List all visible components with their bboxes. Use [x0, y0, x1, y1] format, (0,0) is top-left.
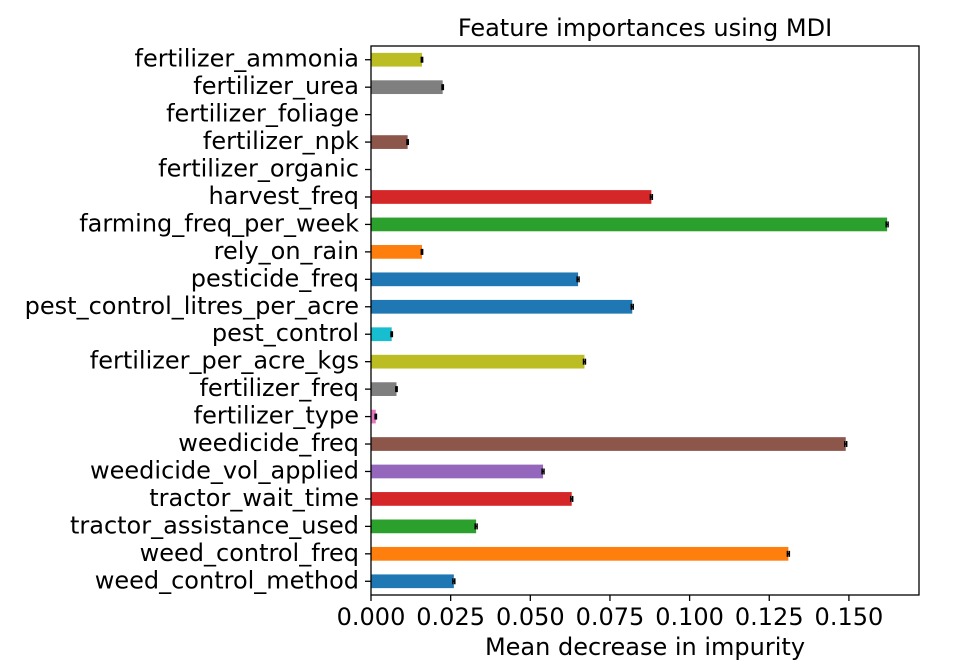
y-tick-label: harvest_freq — [209, 182, 359, 210]
chart-title: Feature importances using MDI — [458, 14, 832, 42]
bar-tractor_wait_time — [371, 492, 572, 506]
bar-weedicide_vol_applied — [371, 464, 544, 479]
y-tick-label: rely_on_rain — [214, 237, 359, 265]
y-tick-label: farming_freq_per_week — [79, 209, 359, 237]
y-tick-label: weed_control_freq — [140, 539, 359, 567]
bar-harvest_freq — [371, 190, 652, 204]
bar-pest_control — [371, 327, 392, 342]
bar-weedicide_freq — [371, 437, 846, 451]
bar-fertilizer_urea — [371, 80, 443, 95]
y-tick-label: fertilizer_urea — [193, 72, 359, 100]
x-tick-label: 0.150 — [815, 603, 884, 631]
bar-tractor_assistance_used — [371, 519, 477, 534]
y-tick-label: pest_control_litres_per_acre — [25, 292, 359, 320]
x-tick-label: 0.100 — [655, 603, 724, 631]
y-tick-label: fertilizer_npk — [203, 127, 359, 155]
bar-fertilizer_npk — [371, 135, 408, 149]
x-tick-label: 0.125 — [735, 603, 804, 631]
y-tick-label: weedicide_vol_applied — [90, 456, 359, 484]
x-axis-title: Mean decrease in impurity — [485, 633, 805, 661]
bar-rely_on_rain — [371, 245, 422, 259]
y-tick-label: pest_control — [212, 319, 359, 347]
y-tick-label: fertilizer_freq — [199, 374, 359, 402]
bar-pesticide_freq — [371, 272, 579, 287]
y-tick-label: fertilizer_type — [194, 402, 359, 430]
y-tick-label: fertilizer_organic — [158, 155, 359, 183]
bar-weed_control_method — [371, 574, 454, 589]
y-axis-ticks: weed_control_methodweed_control_freqtrac… — [25, 45, 371, 594]
y-tick-label: weed_control_method — [95, 566, 359, 594]
y-tick-label: weedicide_freq — [178, 429, 359, 457]
bar-farming_freq_per_week — [371, 217, 888, 232]
bar-fertilizer_ammonia — [371, 52, 422, 67]
x-tick-label: 0.000 — [337, 603, 406, 631]
y-tick-label: pesticide_freq — [191, 264, 359, 292]
bars-group — [371, 52, 889, 589]
x-axis-ticks: 0.000 0.025 0.050 0.075 0.100 0.125 0.150 — [337, 595, 884, 631]
y-tick-label: fertilizer_ammonia — [135, 45, 359, 73]
y-tick-label: tractor_wait_time — [149, 484, 359, 512]
x-tick-label: 0.075 — [576, 603, 645, 631]
bar-fertilizer_per_acre_kgs — [371, 354, 585, 369]
bar-pest_control_litres_per_acre — [371, 299, 633, 314]
x-tick-label: 0.050 — [496, 603, 565, 631]
y-tick-label: fertilizer_foliage — [166, 100, 359, 128]
bar-weed_control_freq — [371, 546, 789, 561]
y-tick-label: fertilizer_per_acre_kgs — [90, 347, 359, 375]
y-tick-label: tractor_assistance_used — [70, 511, 359, 539]
plot-frame — [370, 45, 920, 596]
bar-fertilizer_type — [371, 409, 376, 424]
bar-fertilizer_freq — [371, 382, 397, 396]
x-tick-label: 0.025 — [416, 603, 485, 631]
